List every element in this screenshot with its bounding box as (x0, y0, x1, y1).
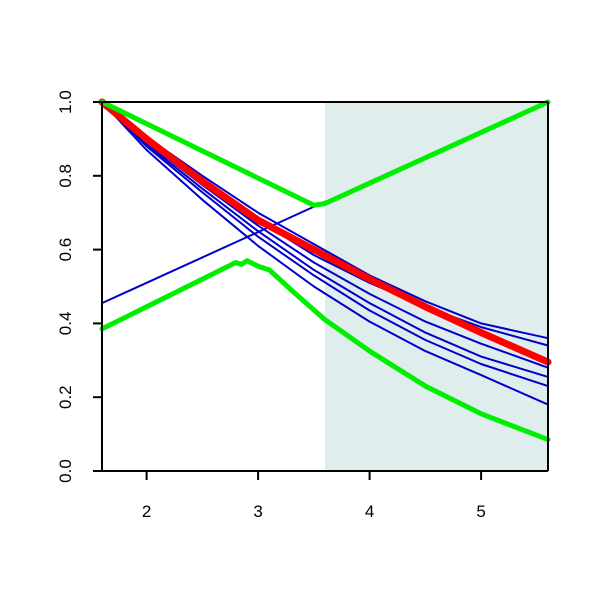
y-tick-label-1: 1.0 (56, 90, 75, 114)
y-tick-label-0.8: 0.8 (56, 164, 75, 188)
series-line-10 (99, 258, 551, 443)
x-tick-label-2: 2 (142, 502, 151, 521)
series-group (98, 98, 552, 443)
shaded-region (325, 102, 548, 471)
series-line-4 (101, 101, 549, 378)
series-line-5 (101, 101, 549, 388)
series-line-7 (101, 200, 326, 305)
series-line-9 (99, 99, 551, 208)
y-tick-label-0.4: 0.4 (56, 312, 75, 336)
x-tick-label-5: 5 (476, 502, 485, 521)
x-tick-label-4: 4 (365, 502, 374, 521)
y-tick-label-0.2: 0.2 (56, 385, 75, 409)
series-line-6 (101, 101, 549, 406)
axes: 2 3 4 5 0.0 0.2 0.4 0.6 0.8 1.0 (56, 90, 549, 521)
y-tick-label-0: 0.0 (56, 459, 75, 483)
y-tick-label-0.6: 0.6 (56, 238, 75, 262)
x-tick-label-3: 3 (253, 502, 262, 521)
series-line-8 (98, 98, 552, 366)
